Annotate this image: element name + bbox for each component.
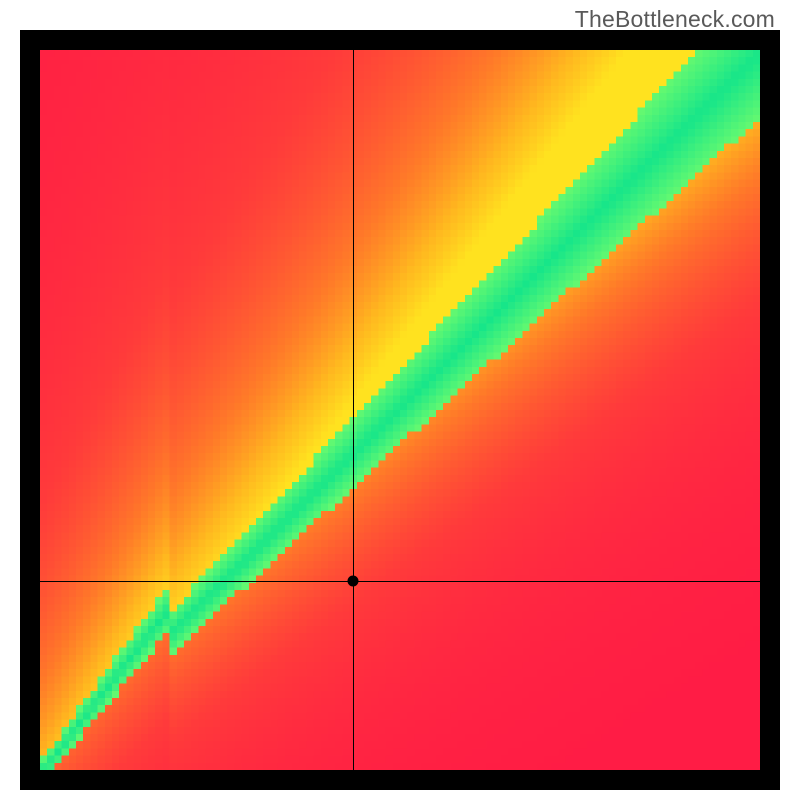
heatmap-canvas [40,50,760,770]
crosshair-vertical [353,50,354,770]
heatmap-plot [40,50,760,770]
crosshair-horizontal [40,581,760,582]
watermark-text: TheBottleneck.com [575,6,775,33]
marker-point [348,576,359,587]
